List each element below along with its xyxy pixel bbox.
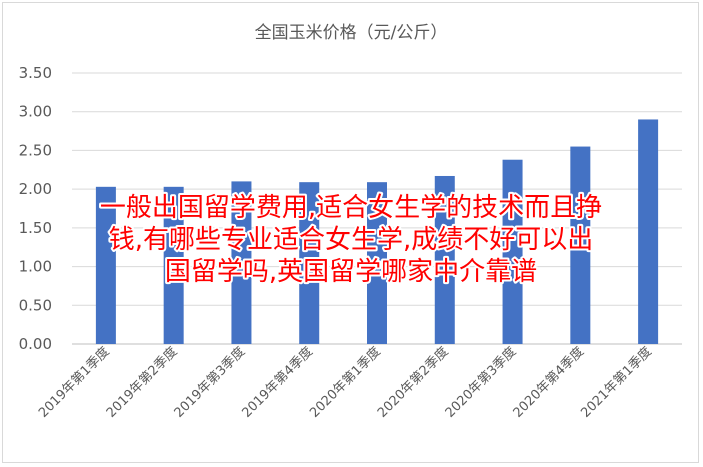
y-axis-ticks: 0.00 0.50 1.00 1.50 2.00 2.50 3.00 3.50 (19, 64, 52, 353)
bars (95, 119, 659, 344)
y-tick-label: 3.00 (19, 103, 52, 121)
y-tick-label: 1.50 (19, 219, 52, 237)
x-tick-label: 2020年第4季度 (510, 344, 587, 421)
y-tick-label: 0.00 (19, 335, 52, 353)
x-tick-label: 2021年第1季度 (578, 344, 655, 421)
bar (231, 181, 252, 344)
chart-title: 全国玉米价格（元/公斤） (255, 23, 448, 43)
x-tick-label: 2020年第3季度 (442, 344, 519, 421)
y-tick-label: 2.00 (19, 180, 52, 198)
x-tick-label: 2019年第2季度 (103, 344, 180, 421)
y-tick-label: 1.00 (19, 258, 52, 276)
y-tick-label: 0.50 (19, 296, 52, 314)
x-axis-ticks: 2019年第1季度2019年第2季度2019年第3季度2019年第4季度2020… (35, 344, 655, 421)
overlay-line-3: 国留学吗,英国留学哪家中介靠谱 (165, 257, 537, 287)
x-tick-label: 2019年第4季度 (239, 344, 316, 421)
x-tick-label: 2020年第2季度 (374, 344, 451, 421)
bar (434, 175, 455, 344)
bar (367, 182, 387, 344)
y-tick-label: 2.50 (19, 141, 52, 159)
x-tick-label: 2019年第3季度 (171, 344, 248, 421)
bar (163, 186, 184, 344)
bar (570, 146, 591, 344)
overlay-line-1: 一般出国留学费用,适合女生学的技术而且挣 (100, 193, 602, 223)
x-tick-label: 2019年第1季度 (35, 344, 112, 421)
overlay-text: 一般出国留学费用,适合女生学的技术而且挣 钱,有哪些专业适合女生学,成绩不好可以… (98, 191, 604, 289)
x-tick-label: 2020年第1季度 (306, 344, 383, 421)
chart-frame (2, 2, 699, 463)
bar (95, 186, 116, 344)
bar (299, 182, 320, 344)
overlay-line-2: 钱,有哪些专业适合女生学,成绩不好可以出 (109, 225, 594, 255)
y-tick-label: 3.50 (19, 64, 52, 82)
bar (502, 159, 523, 344)
bar (638, 119, 659, 344)
